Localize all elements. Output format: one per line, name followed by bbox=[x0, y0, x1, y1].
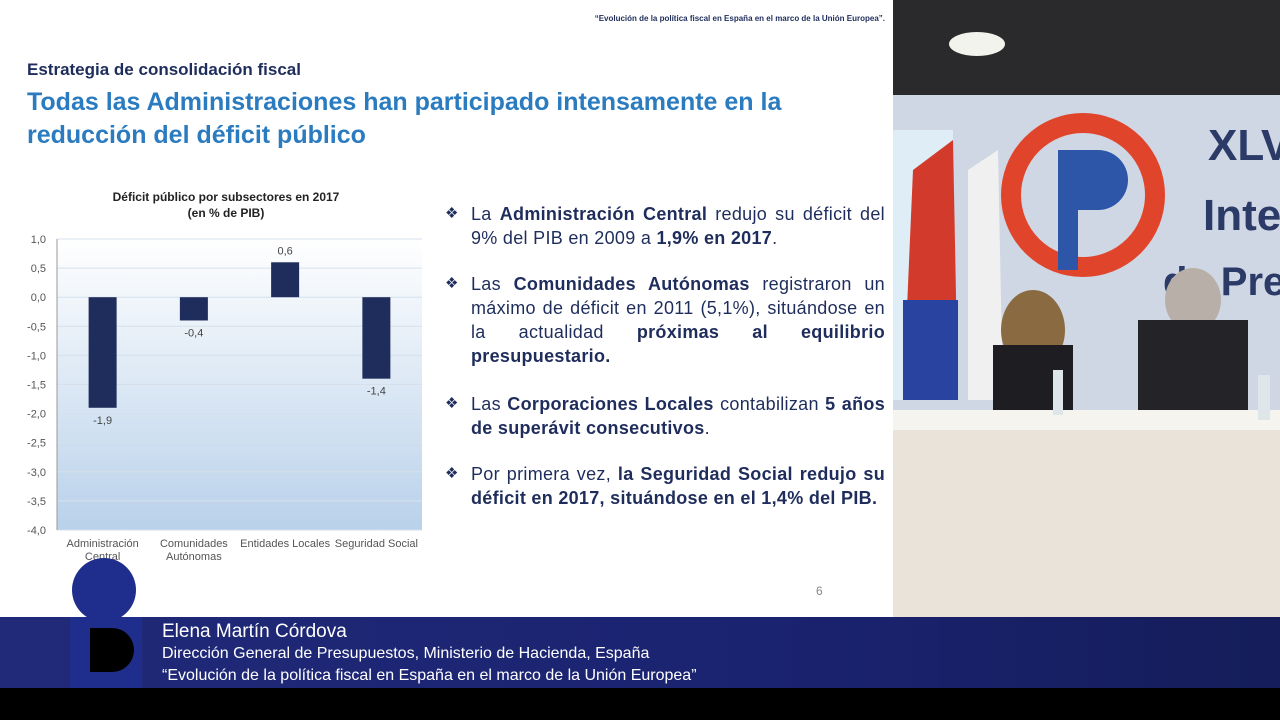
y-tick-label: -0,5 bbox=[27, 321, 46, 333]
bullet-text: Por primera vez, la Seguridad Social red… bbox=[471, 462, 885, 510]
y-tick-label: -3,5 bbox=[27, 496, 46, 508]
text: . bbox=[772, 228, 778, 248]
bullet-text: Las Corporaciones Locales contabilizan 5… bbox=[471, 392, 885, 440]
speaker-affiliation: Dirección General de Presupuestos, Minis… bbox=[162, 645, 650, 662]
bullet-marker: ❖ bbox=[445, 395, 459, 412]
y-tick-label: 0,0 bbox=[31, 292, 46, 304]
bar bbox=[179, 297, 208, 321]
bold-text: 1,9% en 2017 bbox=[656, 228, 773, 248]
header-title: “Evolución de la política fiscal en Espa… bbox=[594, 14, 885, 23]
x-tick-label: Comunidades Autónomas bbox=[159, 538, 228, 563]
text: . bbox=[704, 418, 710, 438]
y-tick-label: -2,0 bbox=[27, 409, 46, 421]
svg-text:Inte: Inte bbox=[1203, 191, 1280, 240]
bullet-marker: ❖ bbox=[445, 275, 459, 292]
lower-third bbox=[0, 617, 1280, 688]
slide-title: Todas las Administraciones han participa… bbox=[27, 88, 782, 149]
value-label: 0,6 bbox=[277, 245, 292, 257]
bold-text: Administración Central bbox=[499, 204, 708, 224]
bar bbox=[88, 297, 117, 408]
bold-text: próximas al equilibrio presupuestario. bbox=[471, 322, 885, 366]
text: Las bbox=[471, 394, 508, 414]
bullet-text: La Administración Central redujo su défi… bbox=[471, 202, 885, 250]
bullet-marker: ❖ bbox=[445, 465, 459, 482]
page-number: 6 bbox=[816, 584, 823, 598]
value-label: -1,9 bbox=[93, 415, 112, 427]
svg-text:XLV: XLV bbox=[1208, 121, 1280, 170]
speaker-name: Elena Martín Córdova bbox=[162, 621, 347, 642]
bullet: ❖ Las Corporaciones Locales contabilizan … bbox=[445, 392, 885, 440]
value-label: -1,4 bbox=[367, 386, 386, 398]
y-tick-label: -3,0 bbox=[27, 467, 46, 479]
bold-text: Comunidades Autónomas bbox=[513, 274, 750, 294]
logo-mark bbox=[90, 628, 134, 672]
bullet-text: Las Comunidades Autónomas registraron un… bbox=[471, 272, 885, 368]
slide-kicker: Estrategia de consolidación fiscal bbox=[27, 60, 301, 79]
slide: “Evolución de la política fiscal en Espa… bbox=[0, 0, 893, 617]
text: Por primera vez, bbox=[471, 464, 618, 484]
bullet: ❖ Por primera vez, la Seguridad Social re… bbox=[445, 462, 885, 510]
y-tick-label: 0,5 bbox=[31, 263, 46, 275]
bar bbox=[362, 297, 391, 379]
y-tick-label: -1,0 bbox=[27, 350, 46, 362]
text: redujo su déficit del 9% del PIB en 2009… bbox=[471, 204, 885, 248]
text: contabilizan bbox=[713, 394, 826, 414]
bold-text: 5 años de superávit consecutivos bbox=[471, 394, 886, 438]
chart-title: Déficit público por subsectores en 2017 bbox=[113, 190, 340, 204]
y-tick-label: -2,5 bbox=[27, 438, 46, 450]
bold-text: Corporaciones Locales bbox=[507, 394, 714, 414]
chart: Déficit público por subsectores en 2017 … bbox=[27, 190, 422, 537]
bold-text: la Seguridad Social redujo su déficit en… bbox=[471, 464, 886, 508]
video-scene: XLV Inte de Pres bbox=[893, 0, 1280, 617]
text: Las bbox=[471, 274, 514, 294]
y-tick-label: 1,0 bbox=[31, 234, 46, 246]
logo-circle bbox=[72, 558, 136, 622]
bullet: ❖ Las Comunidades Autónomas registraron u… bbox=[445, 272, 885, 368]
bullet: ❖ La Administración Central redujo su déf… bbox=[445, 202, 885, 250]
x-tick-label: Entidades Locales bbox=[240, 538, 331, 550]
y-tick-label: -1,5 bbox=[27, 380, 46, 392]
text: registraron un máximo de déficit en 2011… bbox=[471, 274, 885, 342]
x-tick-label: Seguridad Social bbox=[334, 538, 418, 550]
bar bbox=[271, 262, 300, 298]
bullet-marker: ❖ bbox=[445, 205, 459, 222]
value-label: -0,4 bbox=[184, 327, 203, 339]
y-tick-label: -4,0 bbox=[27, 525, 46, 537]
text: La bbox=[471, 204, 500, 224]
talk-title: “Evolución de la política fiscal en Espa… bbox=[162, 667, 697, 684]
chart-subtitle: (en % de PIB) bbox=[188, 206, 265, 220]
